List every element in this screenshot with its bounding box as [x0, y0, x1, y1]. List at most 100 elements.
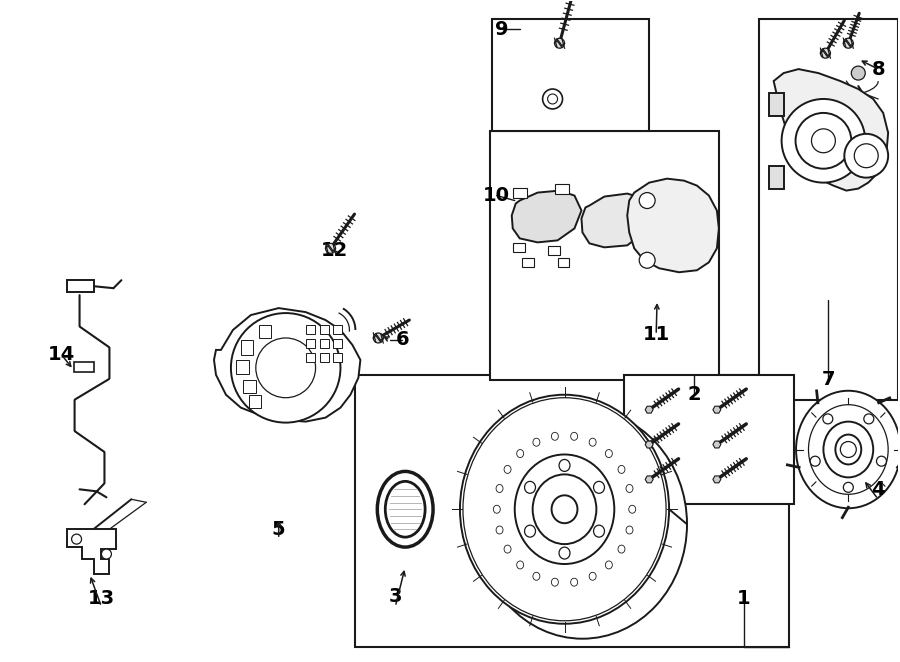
- Text: 11: 11: [643, 326, 670, 344]
- Ellipse shape: [571, 432, 578, 440]
- Polygon shape: [581, 193, 652, 248]
- Ellipse shape: [626, 485, 633, 493]
- Ellipse shape: [525, 525, 535, 537]
- Polygon shape: [769, 166, 784, 189]
- Ellipse shape: [460, 395, 669, 624]
- Ellipse shape: [385, 481, 425, 537]
- Circle shape: [843, 483, 853, 493]
- Bar: [320, 353, 328, 362]
- Ellipse shape: [533, 475, 597, 544]
- Polygon shape: [769, 93, 784, 116]
- Polygon shape: [547, 246, 560, 256]
- Circle shape: [547, 94, 557, 104]
- Text: 9: 9: [495, 20, 508, 39]
- Polygon shape: [243, 380, 256, 393]
- Ellipse shape: [496, 526, 503, 534]
- Polygon shape: [259, 325, 271, 338]
- Ellipse shape: [533, 572, 540, 581]
- Polygon shape: [214, 308, 360, 422]
- Ellipse shape: [533, 438, 540, 446]
- Bar: [334, 325, 343, 334]
- Ellipse shape: [515, 455, 615, 564]
- Circle shape: [639, 252, 655, 268]
- Ellipse shape: [377, 471, 433, 547]
- Polygon shape: [513, 187, 526, 197]
- Ellipse shape: [590, 572, 596, 581]
- Ellipse shape: [606, 449, 612, 457]
- Ellipse shape: [593, 525, 605, 537]
- Circle shape: [844, 134, 888, 177]
- Bar: [306, 325, 315, 334]
- Ellipse shape: [552, 578, 558, 586]
- Ellipse shape: [835, 434, 861, 465]
- Circle shape: [812, 129, 835, 153]
- Ellipse shape: [504, 545, 511, 553]
- Circle shape: [102, 549, 112, 559]
- Bar: [491, 19, 649, 131]
- Bar: [334, 353, 343, 362]
- Polygon shape: [236, 360, 248, 374]
- Ellipse shape: [629, 505, 635, 513]
- Text: 3: 3: [389, 587, 402, 606]
- Text: 6: 6: [395, 330, 409, 350]
- Circle shape: [374, 333, 383, 343]
- Ellipse shape: [824, 422, 873, 477]
- Polygon shape: [512, 191, 581, 242]
- Circle shape: [543, 89, 562, 109]
- Polygon shape: [241, 340, 253, 355]
- Bar: [334, 339, 343, 348]
- Circle shape: [72, 534, 82, 544]
- Text: 8: 8: [871, 60, 885, 79]
- Circle shape: [796, 113, 851, 169]
- Circle shape: [231, 313, 340, 422]
- Circle shape: [554, 38, 564, 48]
- Circle shape: [326, 244, 336, 254]
- Circle shape: [854, 144, 878, 167]
- Ellipse shape: [463, 398, 666, 621]
- Polygon shape: [627, 179, 719, 272]
- Circle shape: [843, 38, 853, 48]
- Circle shape: [864, 414, 874, 424]
- Polygon shape: [67, 280, 94, 292]
- Bar: [320, 339, 328, 348]
- Polygon shape: [645, 441, 653, 448]
- Bar: [356, 375, 788, 647]
- Ellipse shape: [571, 578, 578, 586]
- Polygon shape: [645, 406, 653, 413]
- Polygon shape: [713, 406, 721, 413]
- Ellipse shape: [552, 495, 578, 523]
- Text: 1: 1: [737, 589, 751, 608]
- Text: 2: 2: [688, 385, 701, 404]
- Polygon shape: [774, 69, 888, 191]
- Polygon shape: [67, 529, 116, 574]
- Circle shape: [781, 99, 865, 183]
- Bar: [625, 375, 794, 504]
- Polygon shape: [248, 395, 261, 408]
- Polygon shape: [74, 362, 94, 372]
- Ellipse shape: [517, 561, 524, 569]
- Text: 12: 12: [321, 241, 348, 260]
- Polygon shape: [554, 183, 569, 193]
- Text: 5: 5: [272, 520, 285, 539]
- Ellipse shape: [525, 481, 535, 493]
- Ellipse shape: [593, 481, 605, 493]
- Text: 4: 4: [871, 480, 885, 499]
- Bar: [306, 339, 315, 348]
- Text: 7: 7: [822, 370, 835, 389]
- Circle shape: [851, 66, 865, 80]
- Polygon shape: [557, 258, 570, 267]
- Bar: [320, 325, 328, 334]
- Circle shape: [823, 414, 832, 424]
- Ellipse shape: [618, 545, 625, 553]
- Bar: [759, 19, 898, 400]
- Polygon shape: [522, 258, 534, 267]
- Ellipse shape: [478, 410, 687, 639]
- Polygon shape: [713, 476, 721, 483]
- Circle shape: [841, 442, 856, 457]
- Ellipse shape: [517, 449, 524, 457]
- Circle shape: [810, 456, 820, 466]
- Text: 10: 10: [483, 186, 510, 205]
- Circle shape: [821, 48, 831, 58]
- Ellipse shape: [808, 404, 888, 495]
- Ellipse shape: [618, 465, 625, 473]
